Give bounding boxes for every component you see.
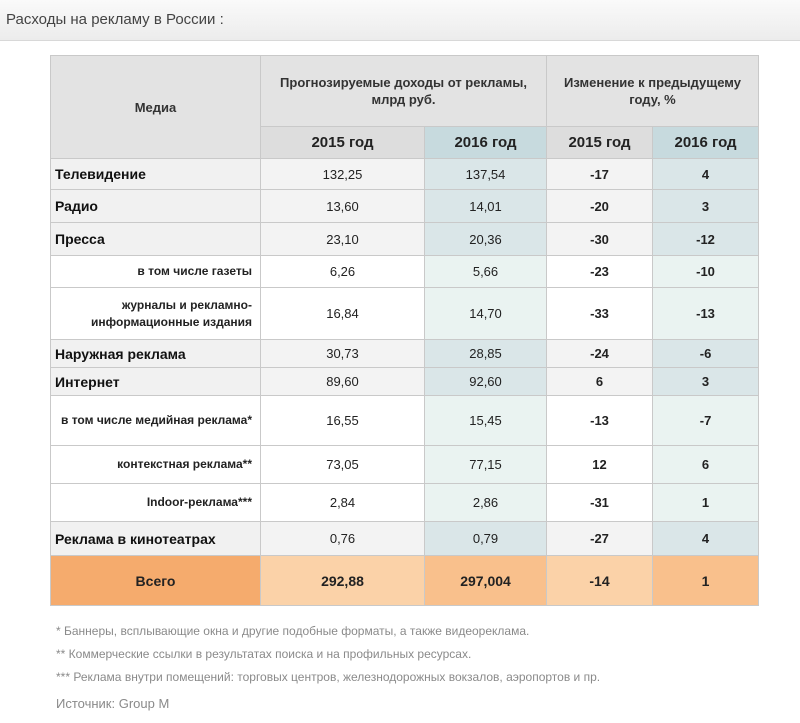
row-label: Наружная реклама xyxy=(50,339,261,368)
source-note: Источник: Group M xyxy=(56,696,170,711)
revenue-2015: 16,84 xyxy=(260,287,425,340)
change-2016: 6 xyxy=(652,445,760,484)
change-2016: -7 xyxy=(652,395,760,446)
revenue-2015: 0,76 xyxy=(260,521,425,556)
row-label: Реклама в кинотеатрах xyxy=(50,521,261,556)
revenue-2016: 28,85 xyxy=(423,339,548,368)
change-2015: -20 xyxy=(546,189,654,223)
footnote-2: ** Коммерческие ссылки в результатах пои… xyxy=(56,647,472,661)
ad-spending-table: Медиа Прогнозируемые доходы от рекламы, … xyxy=(50,55,760,606)
table-row: в том числе газеты 6,26 5,66 -23 -10 xyxy=(50,255,760,288)
header-media: Медиа xyxy=(50,55,261,159)
revenue-2016: 92,60 xyxy=(423,367,548,396)
revenue-2015: 73,05 xyxy=(260,445,425,484)
revenue-2016: 14,01 xyxy=(423,189,548,223)
table-row: журналы и рекламно-информационные издани… xyxy=(50,287,760,340)
header-change-2016: 2016 год xyxy=(652,126,760,159)
change-2015: 12 xyxy=(546,445,654,484)
change-2015: -24 xyxy=(546,339,654,368)
change-2015: -33 xyxy=(546,287,654,340)
row-label: в том числе медийная реклама* xyxy=(50,395,261,446)
change-2016: -13 xyxy=(652,287,760,340)
revenue-2016: 2,86 xyxy=(423,483,548,522)
change-2015: -31 xyxy=(546,483,654,522)
revenue-2015: 16,55 xyxy=(260,395,425,446)
revenue-2015: 132,25 xyxy=(260,158,425,190)
revenue-2016: 20,36 xyxy=(423,222,548,256)
change-2016: 4 xyxy=(652,521,760,556)
row-label: Радио xyxy=(50,189,261,223)
header-revenue-2016: 2016 год xyxy=(423,126,548,159)
footnote-3: *** Реклама внутри помещений: торговых ц… xyxy=(56,670,601,684)
change-2015: -17 xyxy=(546,158,654,190)
revenue-2015: 13,60 xyxy=(260,189,425,223)
revenue-2015: 30,73 xyxy=(260,339,425,368)
total-revenue-2016: 297,004 xyxy=(423,555,548,606)
revenue-2016: 14,70 xyxy=(423,287,548,340)
page-title: Расходы на рекламу в России : xyxy=(6,11,224,28)
row-label: в том числе газеты xyxy=(50,255,261,288)
table-row: Наружная реклама 30,73 28,85 -24 -6 xyxy=(50,339,760,368)
footnote-1: * Баннеры, всплывающие окна и другие под… xyxy=(56,624,530,638)
revenue-2015: 23,10 xyxy=(260,222,425,256)
table-row: контекстная реклама** 73,05 77,15 12 6 xyxy=(50,445,760,484)
header-change-2015: 2015 год xyxy=(546,126,654,159)
header-change: Изменение к предыдущему году, % xyxy=(546,55,760,127)
row-label: Телевидение xyxy=(50,158,261,190)
table-row: Радио 13,60 14,01 -20 3 xyxy=(50,189,760,223)
row-label: Indoor-реклама*** xyxy=(50,483,261,522)
total-revenue-2015: 292,88 xyxy=(260,555,425,606)
change-2015: -27 xyxy=(546,521,654,556)
row-label: журналы и рекламно-информационные издани… xyxy=(50,287,261,340)
total-label: Всего xyxy=(50,555,261,606)
revenue-2016: 77,15 xyxy=(423,445,548,484)
revenue-2015: 89,60 xyxy=(260,367,425,396)
table-row: Пресса 23,10 20,36 -30 -12 xyxy=(50,222,760,256)
change-2016: 3 xyxy=(652,189,760,223)
change-2016: 3 xyxy=(652,367,760,396)
revenue-2016: 137,54 xyxy=(423,158,548,190)
table-row: Indoor-реклама*** 2,84 2,86 -31 1 xyxy=(50,483,760,522)
change-2015: -30 xyxy=(546,222,654,256)
header-revenue-2015: 2015 год xyxy=(260,126,425,159)
row-label: контекстная реклама** xyxy=(50,445,261,484)
total-change-2016: 1 xyxy=(652,555,760,606)
change-2016: 1 xyxy=(652,483,760,522)
change-2016: -12 xyxy=(652,222,760,256)
change-2016: -6 xyxy=(652,339,760,368)
table-row: Телевидение 132,25 137,54 -17 4 xyxy=(50,158,760,190)
table-row: Интернет 89,60 92,60 6 3 xyxy=(50,367,760,396)
change-2015: -23 xyxy=(546,255,654,288)
revenue-2016: 15,45 xyxy=(423,395,548,446)
revenue-2015: 2,84 xyxy=(260,483,425,522)
change-2016: 4 xyxy=(652,158,760,190)
total-row: Всего 292,88 297,004 -14 1 xyxy=(50,555,760,606)
table-row: в том числе медийная реклама* 16,55 15,4… xyxy=(50,395,760,446)
revenue-2016: 5,66 xyxy=(423,255,548,288)
total-change-2015: -14 xyxy=(546,555,654,606)
row-label: Пресса xyxy=(50,222,261,256)
change-2015: -13 xyxy=(546,395,654,446)
revenue-2016: 0,79 xyxy=(423,521,548,556)
change-2015: 6 xyxy=(546,367,654,396)
title-bar: Расходы на рекламу в России : xyxy=(0,0,800,41)
change-2016: -10 xyxy=(652,255,760,288)
row-label: Интернет xyxy=(50,367,261,396)
footnotes: * Баннеры, всплывающие окна и другие под… xyxy=(56,620,600,689)
header-revenue: Прогнозируемые доходы от рекламы, млрд р… xyxy=(259,55,548,127)
revenue-2015: 6,26 xyxy=(260,255,425,288)
table-row: Реклама в кинотеатрах 0,76 0,79 -27 4 xyxy=(50,521,760,556)
